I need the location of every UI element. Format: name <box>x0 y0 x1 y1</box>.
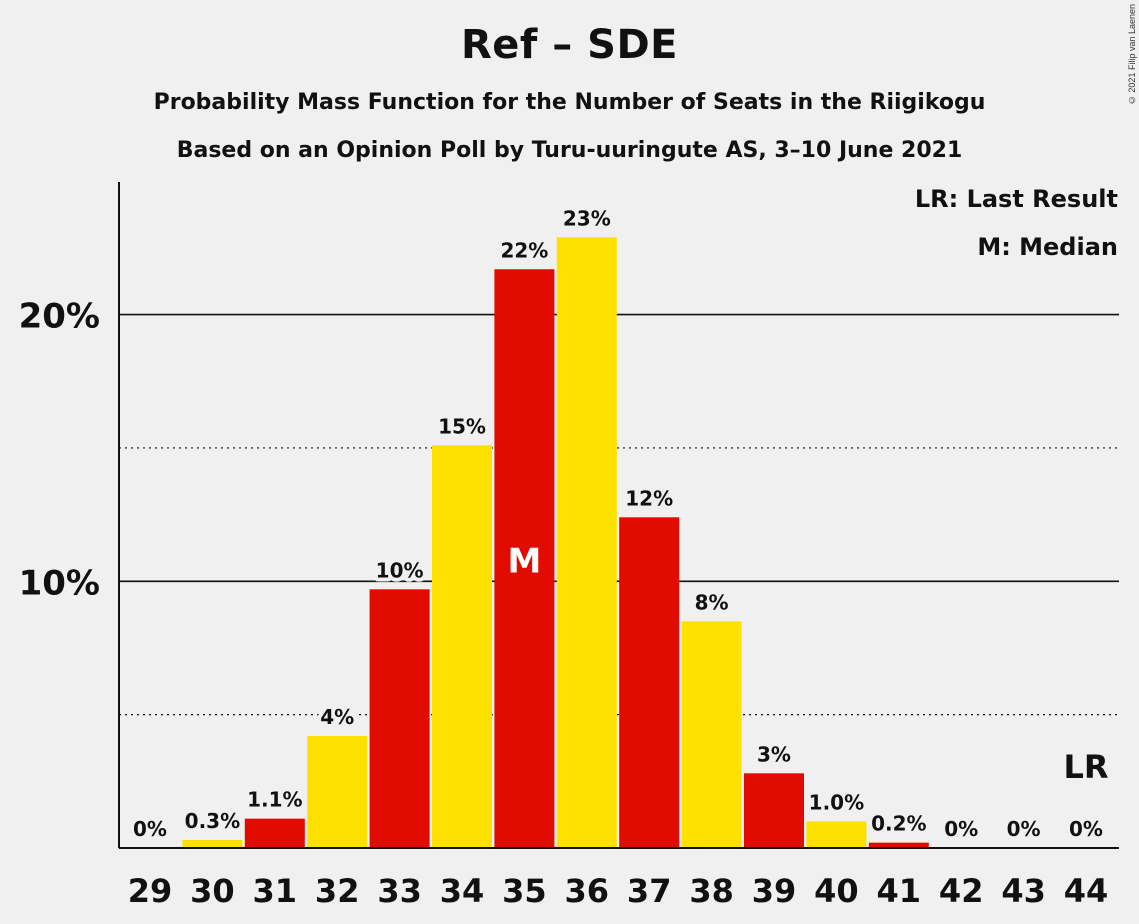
bar-value-label: 0% <box>944 817 978 841</box>
bar-value-label: 0% <box>1069 817 1103 841</box>
x-tick-label: 42 <box>939 872 984 910</box>
bar <box>182 839 243 848</box>
bar <box>432 445 492 848</box>
x-tick-label: 32 <box>315 872 360 910</box>
bar <box>681 621 742 848</box>
x-tick-label: 35 <box>502 872 547 910</box>
bar <box>619 517 680 848</box>
chart-subtitle-1: Probability Mass Function for the Number… <box>153 90 986 115</box>
bar <box>744 773 804 848</box>
x-tick-label: 33 <box>377 872 422 910</box>
x-tick-label: 40 <box>814 872 859 910</box>
gridlines <box>119 313 1119 716</box>
bar-value-label: 10% <box>376 558 424 582</box>
x-tick-label: 37 <box>627 872 672 910</box>
bar <box>494 269 555 848</box>
x-tick-label: 36 <box>565 872 610 910</box>
legend-median: M: Median <box>977 233 1118 261</box>
bar-value-label: 1.1% <box>247 788 302 812</box>
bar <box>369 589 430 848</box>
chart-title: Ref – SDE <box>460 22 679 68</box>
bar <box>307 735 368 848</box>
bar <box>868 842 929 848</box>
x-tick-label: 38 <box>689 872 734 910</box>
x-tick-label: 44 <box>1064 872 1109 910</box>
x-tick-label: 29 <box>128 872 173 910</box>
bar-value-label: 0.3% <box>185 809 240 833</box>
bar-value-label: 22% <box>500 238 548 262</box>
last-result-marker: LR <box>1063 748 1108 786</box>
bar-value-label: 3% <box>757 742 791 766</box>
labels: 10% 20% 0% 29 0.3% 30 1.1% 31 4% 32 10% 33 15% 34 22% 3… <box>19 202 1109 910</box>
x-tick-label: 30 <box>190 872 235 910</box>
bar-value-label: 1.0% <box>809 790 864 814</box>
bar-value-label: 15% <box>438 414 486 438</box>
y-tick-label: 20% <box>19 297 100 337</box>
bar <box>556 237 617 848</box>
bar-value-label: 0.2% <box>871 812 926 836</box>
x-tick-label: 39 <box>752 872 797 910</box>
axes <box>118 182 1119 849</box>
y-tick-label: 10% <box>19 563 100 603</box>
x-tick-label: 31 <box>253 872 298 910</box>
bar <box>244 818 305 848</box>
bars <box>182 237 929 848</box>
bar-value-label: 4% <box>320 705 354 729</box>
chart-subtitle-2: Based on an Opinion Poll by Turu-uuringu… <box>176 138 963 163</box>
bar <box>806 821 867 848</box>
x-tick-label: 43 <box>1001 872 1046 910</box>
bar-value-label: 0% <box>133 817 167 841</box>
median-marker: M <box>507 542 541 582</box>
bar-value-label: 12% <box>625 486 673 510</box>
x-tick-label: 34 <box>440 872 485 910</box>
bar-value-label: 23% <box>563 206 611 230</box>
bar-value-label: 8% <box>695 590 729 614</box>
x-tick-label: 41 <box>877 872 922 910</box>
bar-value-label: 0% <box>1007 817 1041 841</box>
legend-last-result: LR: Last Result <box>914 185 1118 213</box>
